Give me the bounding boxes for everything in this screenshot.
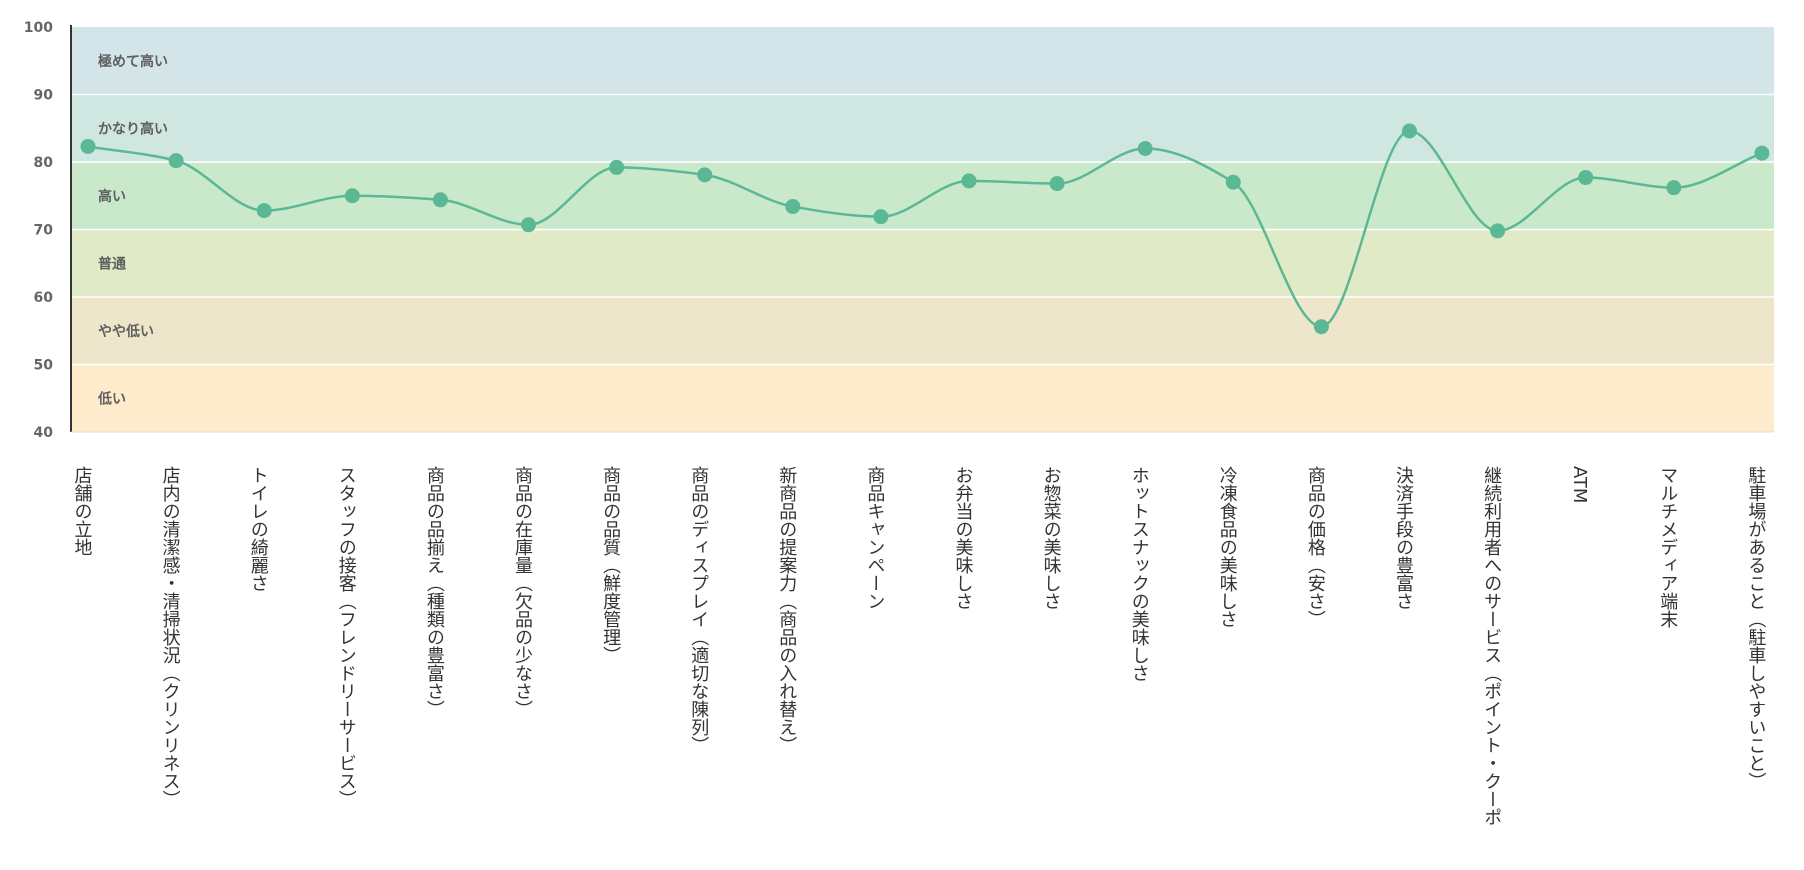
data-point-13[interactable] [1225, 174, 1241, 190]
y-tick-label-90: 90 [34, 88, 54, 104]
x-category-label-11: お惣菜の美味しさ [1041, 466, 1062, 610]
band-1 [71, 94, 1774, 162]
data-point-1[interactable] [168, 153, 184, 169]
band-3 [71, 229, 1774, 297]
y-tick-label-100: 100 [24, 20, 53, 36]
data-point-4[interactable] [432, 192, 448, 208]
y-tick-label-60: 60 [34, 290, 54, 306]
x-category-label-14: 商品の価格（安さ） [1305, 466, 1326, 628]
data-point-18[interactable] [1666, 180, 1682, 196]
data-point-17[interactable] [1578, 170, 1594, 186]
data-point-14[interactable] [1313, 319, 1329, 335]
data-point-7[interactable] [697, 167, 713, 183]
band-label-2: 高い [98, 188, 126, 205]
band-0 [71, 27, 1774, 95]
data-point-11[interactable] [1049, 176, 1065, 192]
axis-layer [70, 25, 1774, 433]
x-category-label-8: 新商品の提案力（商品の入れ替え） [776, 466, 797, 754]
band-label-3: 普通 [98, 255, 126, 272]
x-category-label-16: 継続利用者へのサービス（ポイント・クーポ [1481, 466, 1502, 826]
x-axis-category-labels: 店舗の立地 店内の清潔感・清掃状況（クリンリネス） トイレの綺麗さ スタッフの接客（フ… [72, 466, 1767, 826]
data-point-19[interactable] [1754, 145, 1770, 161]
data-point-5[interactable] [521, 217, 536, 233]
y-axis-ticks: 40 50 60 70 80 90 100 [24, 20, 53, 441]
data-point-2[interactable] [256, 203, 272, 219]
data-point-9[interactable] [873, 209, 889, 225]
x-category-label-10: お弁当の美味しさ [953, 466, 974, 610]
x-category-label-13: 冷凍食品の美味しさ [1217, 466, 1238, 628]
x-category-label-3: スタッフの接客（フレンドリーサービス） [336, 466, 357, 808]
x-category-label-19: 駐車場があること（駐車しやすいこと） [1745, 466, 1766, 790]
data-point-0[interactable] [80, 138, 96, 154]
band-2 [71, 162, 1774, 230]
data-point-3[interactable] [344, 188, 360, 204]
data-point-16[interactable] [1490, 223, 1506, 239]
x-category-label-2: トイレの綺麗さ [248, 466, 269, 592]
band-5 [71, 364, 1774, 432]
band-label-0: 極めて高い [98, 53, 168, 70]
band-4 [71, 297, 1774, 365]
x-category-label-7: 商品のディスプレイ（適切な陳列） [688, 466, 709, 754]
x-category-label-12: ホットスナックの美味しさ [1129, 466, 1150, 682]
x-category-label-4: 商品の品揃え（種類の豊富さ） [424, 466, 445, 718]
x-category-label-5: 商品の在庫量（欠品の少なさ） [512, 466, 533, 718]
x-category-label-1: 店内の清潔感・清掃状況（クリンリネス） [160, 466, 181, 808]
x-category-label-15: 決済手段の豊富さ [1393, 466, 1414, 610]
band-label-5: 低い [97, 390, 126, 407]
band-label-1: かなり高い [98, 120, 168, 137]
x-category-label-0: 店舗の立地 [72, 466, 93, 556]
data-point-15[interactable] [1402, 123, 1417, 139]
data-point-8[interactable] [785, 199, 801, 215]
data-point-12[interactable] [1137, 141, 1153, 156]
x-category-label-17: ATM [1569, 466, 1590, 503]
band-label-4: やや低い [98, 323, 154, 340]
x-category-label-9: 商品キャンペーン [864, 466, 885, 610]
y-tick-label-50: 50 [34, 358, 54, 374]
y-tick-label-70: 70 [34, 223, 54, 239]
data-point-10[interactable] [961, 173, 977, 189]
data-point-6[interactable] [609, 159, 625, 175]
series-points-layer [80, 123, 1770, 335]
x-category-label-18: マルチメディア端末 [1657, 466, 1678, 628]
x-category-label-6: 商品の品質（鮮度管理） [600, 466, 621, 664]
y-tick-label-40: 40 [34, 425, 54, 441]
y-tick-label-80: 80 [34, 155, 54, 171]
